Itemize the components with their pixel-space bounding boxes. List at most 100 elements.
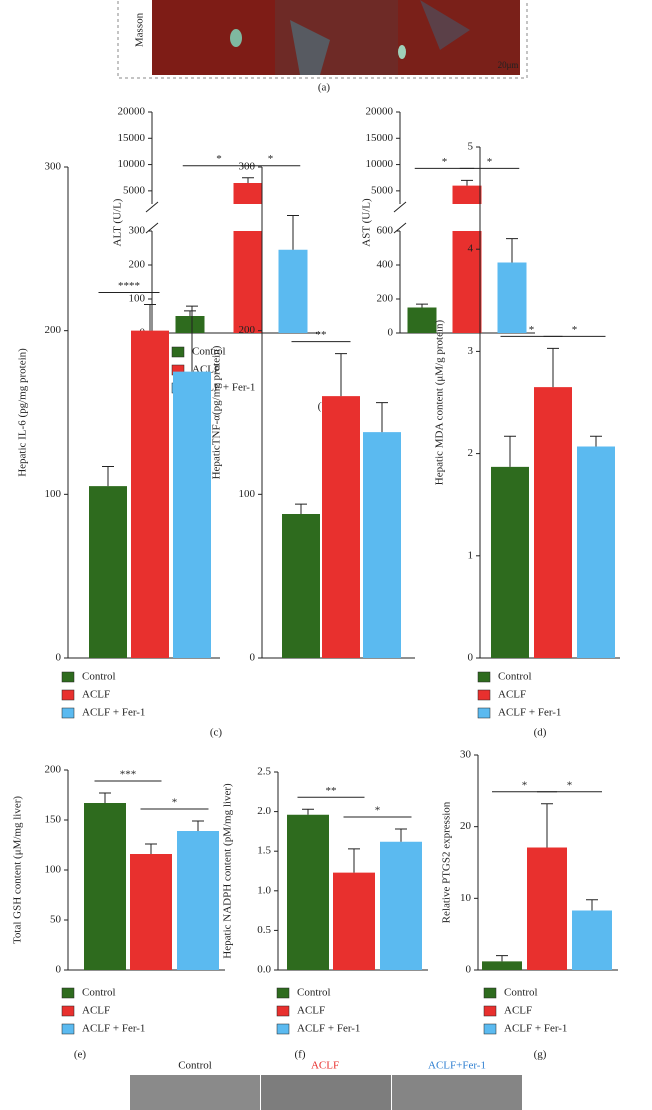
legend-label: ACLF [82, 1005, 110, 1017]
y-tick-label: 10000 [118, 158, 146, 170]
panel-label: (d) [534, 727, 547, 739]
legend-label: ACLF + Fer-1 [82, 1023, 145, 1035]
bar [380, 841, 422, 970]
y-tick-label: 20000 [366, 106, 394, 118]
panel-label: (c) [210, 727, 223, 739]
y-tick-label: 1 [468, 549, 474, 561]
error-bar [99, 792, 111, 803]
y-tick-label: 0 [466, 964, 472, 976]
y-axis-label: HepaticTNF-α(pg/mg protein) [211, 345, 223, 479]
error-bar [184, 310, 196, 316]
bar [233, 182, 263, 333]
bar [363, 432, 401, 658]
significance-label: * [375, 805, 381, 817]
y-tick-label: 5000 [371, 184, 394, 196]
legend-swatch [276, 1023, 290, 1035]
y-tick-label: 2.5 [257, 766, 271, 778]
axis-break [393, 201, 407, 234]
y-tick-label: 0 [56, 652, 62, 664]
y-tick-label: 10 [460, 892, 472, 904]
significance-label: * [268, 153, 274, 165]
significance-label: * [216, 153, 222, 165]
legend-label: Control [192, 346, 226, 358]
y-tick-label: 1.5 [257, 845, 271, 857]
bar [130, 854, 172, 970]
legend-swatch [483, 1023, 497, 1035]
error-bar [145, 843, 157, 854]
axis-break [145, 201, 159, 234]
legend-label: Control [82, 671, 116, 683]
tem-image [130, 1075, 260, 1110]
y-tick-label: 15000 [118, 132, 146, 144]
legend-label: ACLF + Fer-1 [498, 707, 561, 719]
error-bar [504, 435, 516, 467]
panel-label: (f) [295, 1049, 306, 1061]
legend-swatch [477, 671, 491, 683]
y-axis-label: ALT (U/L) [112, 198, 124, 246]
y-axis-label: Hepatic NADPH content (pM/mg liver) [222, 783, 234, 959]
bar [482, 961, 522, 970]
bar [452, 185, 482, 333]
error-bar [186, 305, 198, 372]
y-axis-label: Relative PTGS2 expression [441, 801, 453, 923]
tem-image [261, 1075, 391, 1110]
y-tick-label: 0 [250, 652, 256, 664]
y-tick-label: 2 [468, 447, 474, 459]
legend-swatch [276, 987, 290, 999]
y-tick-label: 200 [239, 324, 256, 336]
error-bar [287, 215, 299, 250]
bar [282, 513, 320, 658]
legend-label: ACLF + Fer-1 [504, 1023, 567, 1035]
legend-swatch [477, 689, 491, 701]
panel-frame [117, 0, 528, 79]
y-tick-label: 100 [45, 488, 62, 500]
bar [491, 466, 529, 658]
legend-label: Control [297, 987, 331, 999]
y-tick-label: 100 [239, 488, 256, 500]
y-tick-label: 20 [460, 820, 472, 832]
y-tick-label: 200 [377, 293, 394, 305]
y-axis-label: Hepatic IL-6 (pg/mg protein) [17, 348, 29, 477]
error-bar [376, 402, 388, 433]
tem-label: Control [178, 1060, 212, 1072]
histology-image [398, 0, 520, 75]
y-tick-label: 100 [45, 864, 62, 876]
error-bar [541, 803, 553, 848]
scale-bar-label: 20μm [498, 60, 519, 70]
error-bar [192, 820, 204, 831]
bar [89, 486, 127, 658]
panel-label: (e) [74, 1049, 87, 1061]
error-bar [242, 177, 254, 183]
bar [175, 316, 205, 333]
legend-swatch [483, 1005, 497, 1017]
y-tick-label: 200 [45, 324, 62, 336]
legend-swatch [61, 987, 75, 999]
tissue-feature [290, 20, 330, 75]
error-bar [590, 435, 602, 447]
significance-label: ** [316, 329, 327, 341]
error-bar [295, 503, 307, 514]
tissue-feature [398, 45, 406, 59]
legend-swatch [61, 1023, 75, 1035]
bar [497, 262, 527, 333]
legend-label: ACLF [297, 1005, 325, 1017]
y-tick-label: 5 [468, 141, 474, 153]
y-tick-label: 0.5 [257, 924, 271, 936]
error-bar [102, 466, 114, 487]
legend-label: ACLF + Fer-1 [297, 1023, 360, 1035]
significance-label: * [572, 324, 578, 336]
y-tick-label: 150 [45, 814, 62, 826]
y-tick-label: 100 [129, 293, 146, 305]
bar [322, 396, 360, 658]
legend-swatch [61, 707, 75, 719]
bar [131, 330, 169, 658]
y-tick-label: 50 [50, 914, 62, 926]
legend-swatch [61, 671, 75, 683]
legend-label: ACLF [82, 689, 110, 701]
bar [173, 371, 211, 658]
error-bar [547, 347, 559, 388]
legend-swatch [276, 1005, 290, 1017]
bar [407, 307, 437, 333]
y-tick-label: 1.0 [257, 884, 271, 896]
